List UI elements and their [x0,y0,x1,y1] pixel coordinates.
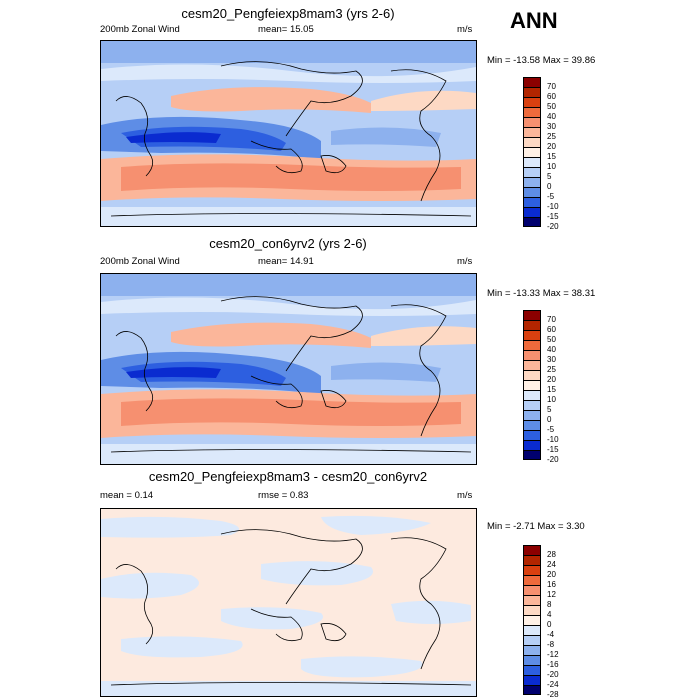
panel2-cb-label: 10 [547,395,556,404]
panel1-cb-label: -5 [547,192,555,201]
panel1-cb-label: -15 [547,212,559,221]
panel3-cb-label: 4 [547,610,552,619]
panel3-cb-label: -16 [547,660,559,669]
panel1-cb-label: 0 [547,182,552,191]
panel2-title: cesm20_con6yrv2 (yrs 2-6) [209,236,367,251]
panel2-cb-label: 60 [547,325,556,334]
panel1-left-label: 200mb Zonal Wind [100,24,180,35]
panel3-cb-label: 16 [547,580,556,589]
panel1-cb-label: 15 [547,152,556,161]
panel2-cb-label: -5 [547,425,555,434]
panel3-cb-label: 12 [547,590,556,599]
panel3-cb-label: 28 [547,550,556,559]
panel2-cb-label: 20 [547,375,556,384]
panel3-mean-label: mean = 0.14 [100,490,154,501]
panel2-cb-label: 30 [547,355,556,364]
panel2-cb-label: 0 [547,415,552,424]
panel2-mean-label: mean= 14.91 [258,256,314,267]
panel1-cb-label: 30 [547,122,556,131]
panel1-cb-label: 20 [547,142,556,151]
panel1-units: m/s [457,24,473,35]
panel2-map [100,273,477,465]
panel1-cb-label: 25 [547,132,556,141]
panel3-cb-label: -20 [547,670,559,679]
panel3-title: cesm20_Pengfeiexp8mam3 - cesm20_con6yrv2 [148,469,428,484]
panel3-cb-label: 8 [547,600,552,609]
panel3-cb-label: 20 [547,570,556,579]
panel1-mean-label: mean= 15.05 [258,24,314,35]
panel1-cb-label: 60 [547,92,556,101]
panel2-cb-label: -20 [547,455,559,464]
panel3-minmax: Min = -2.71 Max = 3.30 [487,521,585,532]
panel3-cb-label: -28 [547,690,559,699]
panel2-left-label: 200mb Zonal Wind [100,256,180,267]
panel2-cb-label: 50 [547,335,556,344]
panel3-rmse-label: rmse = 0.83 [258,490,309,501]
panel2-cb-label: 70 [547,315,556,324]
panel3-cb-label: -24 [547,680,559,689]
panel2-minmax: Min = -13.33 Max = 38.31 [487,288,596,299]
season-label: ANN [510,8,558,33]
panel2-cb-label: 40 [547,345,556,354]
panel1-cb-label: 10 [547,162,556,171]
panel1-cb-label: 40 [547,112,556,121]
panel2-cb-label: -15 [547,445,559,454]
panel1-cb-label: 70 [547,82,556,91]
panel1-cb-label: -20 [547,222,559,231]
panel1-minmax: Min = -13.58 Max = 39.86 [487,55,596,66]
panel1-cb-label: 50 [547,102,556,111]
panel3-units: m/s [457,490,473,501]
panel3-cb-label: 24 [547,560,556,569]
panel3-cb-label: -4 [547,630,555,639]
panel1-map [100,40,477,227]
panel2-cb-label: 25 [547,365,556,374]
panel1-title: cesm20_Pengfeiexp8mam3 (yrs 2-6) [181,6,395,21]
panel2-cb-label: 5 [547,405,552,414]
panel2-cb-label: 15 [547,385,556,394]
panel2-units: m/s [457,256,473,267]
panel3-map [100,508,477,697]
panel2-cb-label: -10 [547,435,559,444]
panel1-cb-label: -10 [547,202,559,211]
panel3-cb-label: -12 [547,650,559,659]
panel3-cb-label: 0 [547,620,552,629]
panel3-cb-label: -8 [547,640,555,649]
panel1-cb-label: 5 [547,172,552,181]
